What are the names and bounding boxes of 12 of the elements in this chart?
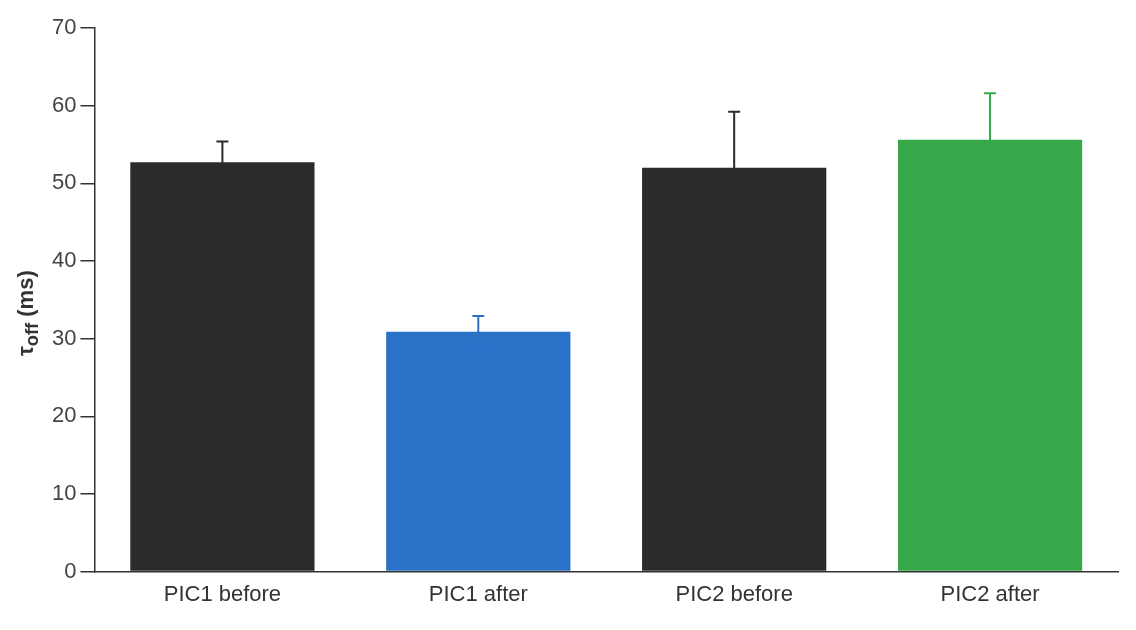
- y-tick-label: 70: [51, 14, 77, 40]
- y-tick-label: 0: [64, 557, 77, 583]
- y-tick-label: 50: [51, 169, 77, 195]
- x-tick-label: PIC1 before: [163, 580, 282, 606]
- x-tick-label: PIC2 after: [940, 580, 1040, 606]
- x-tick-label: PIC2 before: [675, 580, 793, 606]
- x-tick-label: PIC1 after: [428, 580, 528, 606]
- y-tick-label: 30: [51, 324, 77, 350]
- y-tick-label: 10: [51, 480, 77, 506]
- y-tick-label: 60: [51, 91, 77, 117]
- y-tick-label: 40: [51, 247, 77, 273]
- y-tick-label: 20: [51, 402, 77, 428]
